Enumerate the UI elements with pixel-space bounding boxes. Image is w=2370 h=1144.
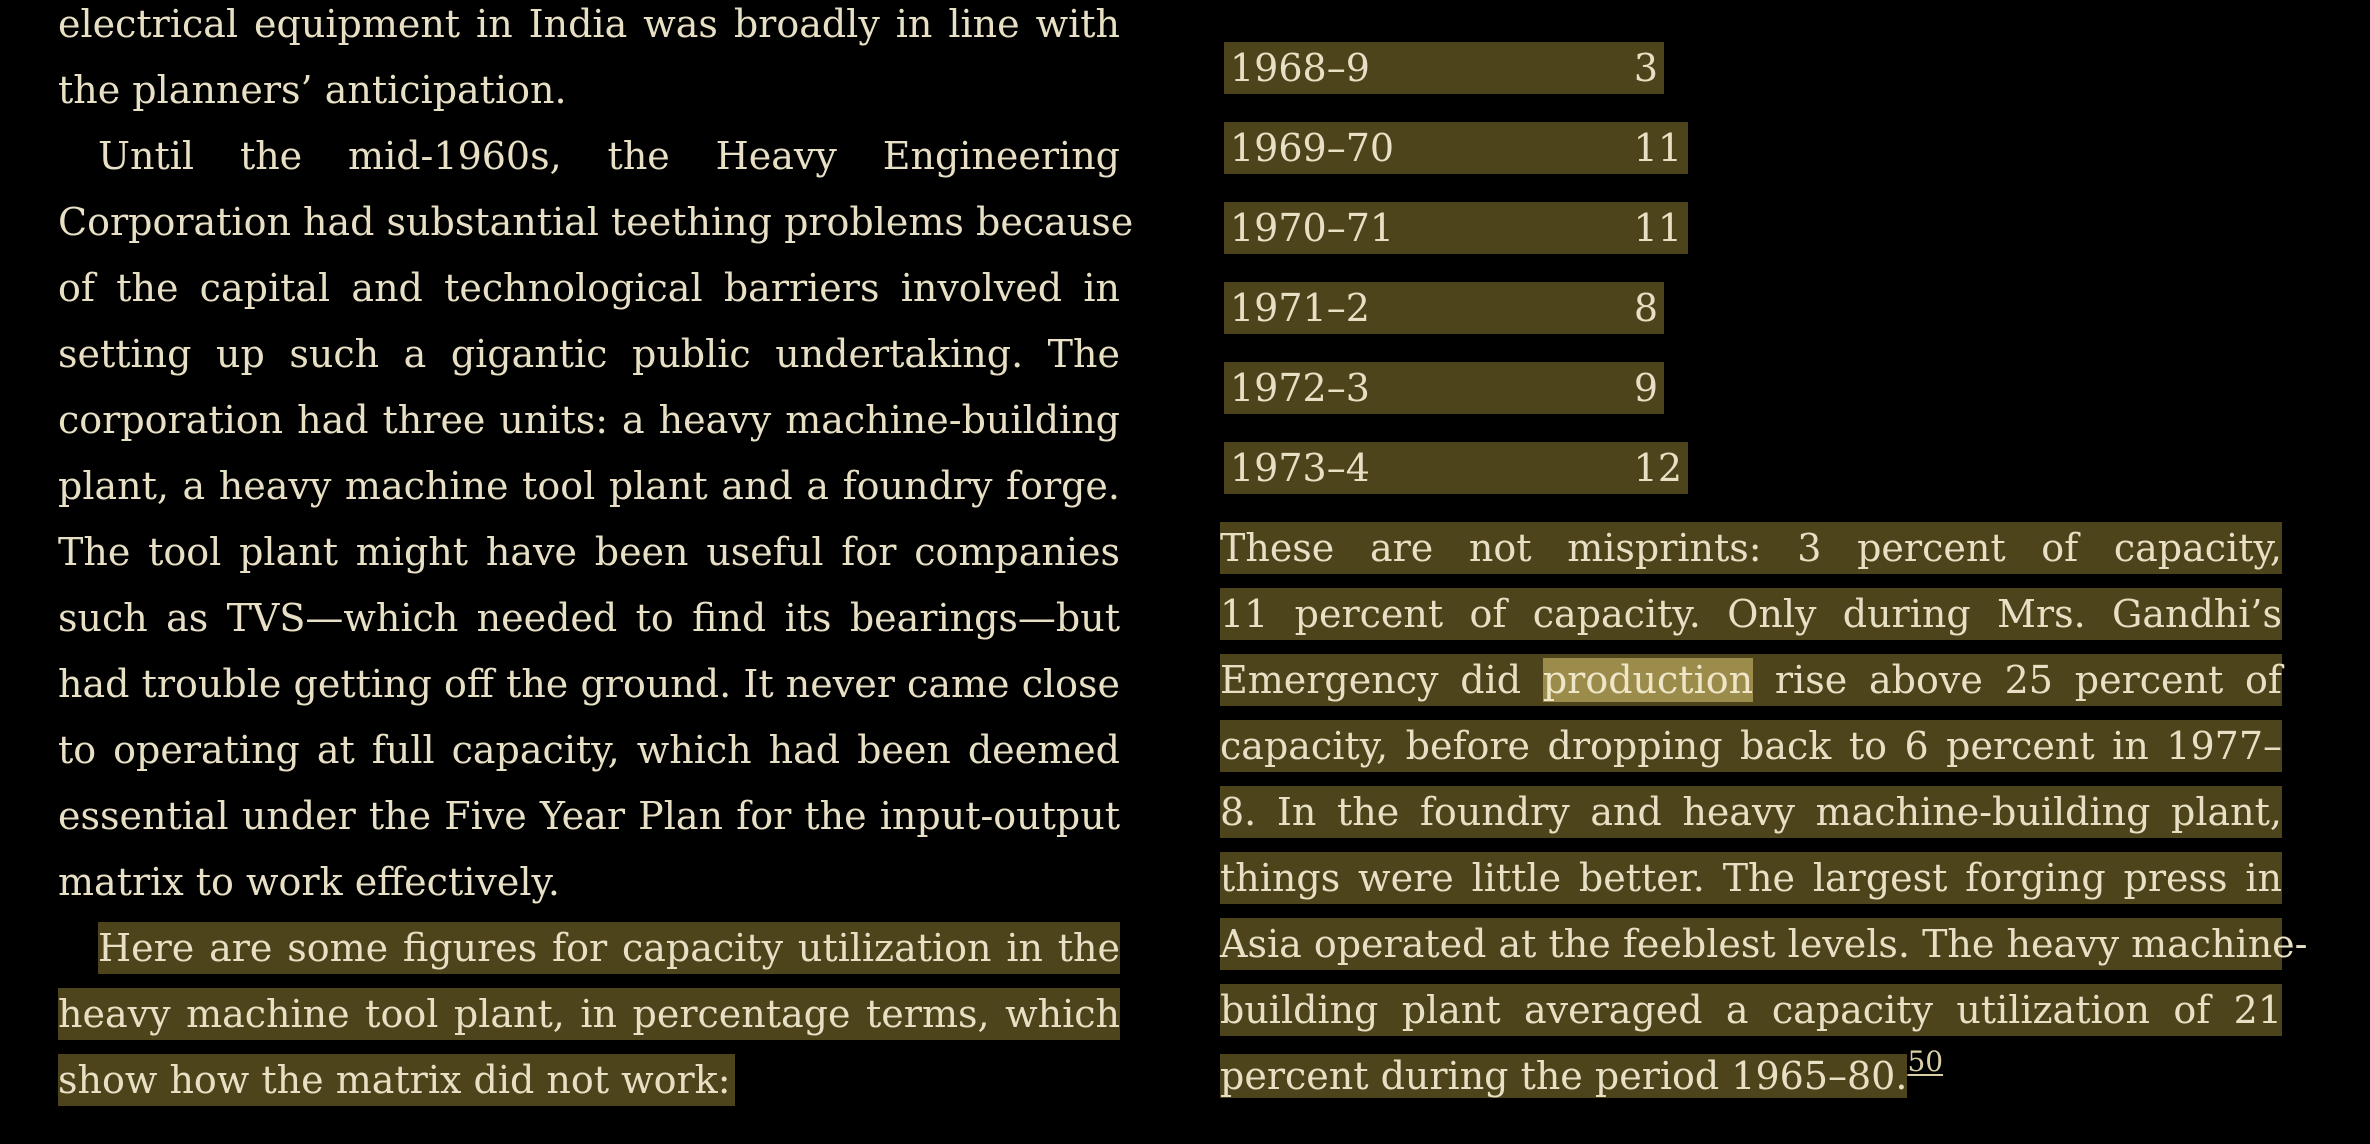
highlighted-line[interactable]: These are not misprints: 3 percent of ca… xyxy=(1220,522,2282,574)
paragraph-line: Corporation had substantial teething pro… xyxy=(58,200,1134,244)
selected-word[interactable]: production xyxy=(1542,658,1754,702)
table-row[interactable]: 1968–9 3 xyxy=(1224,42,1664,94)
table-row[interactable]: 1972–3 9 xyxy=(1224,362,1664,414)
paragraph-line: electrical equipment in India was broadl… xyxy=(58,2,1120,46)
paragraph-line: setting up such a gigantic public undert… xyxy=(58,332,1120,376)
paragraph-line: corporation had three units: a heavy mac… xyxy=(58,398,1120,442)
paragraph-line: The tool plant might have been useful fo… xyxy=(58,530,1120,574)
paragraph-line: matrix to work effectively. xyxy=(58,860,560,904)
paragraph-line: such as TVS—which needed to find its bea… xyxy=(58,596,1120,640)
value-cell: 11 xyxy=(1633,206,1682,250)
value-cell: 11 xyxy=(1633,126,1682,170)
table-row[interactable]: 1969–70 11 xyxy=(1224,122,1688,174)
line-text: rise above 25 percent of xyxy=(1753,658,2282,702)
value-cell: 8 xyxy=(1633,286,1658,330)
highlighted-line[interactable]: heavy machine tool plant, in percentage … xyxy=(58,988,1120,1040)
paragraph-line: to operating at full capacity, which had… xyxy=(58,728,1120,772)
value-cell: 3 xyxy=(1633,46,1658,90)
table-row[interactable]: 1973–4 12 xyxy=(1224,442,1688,494)
paragraph-line: plant, a heavy machine tool plant and a … xyxy=(58,464,1120,508)
table-row[interactable]: 1971–2 8 xyxy=(1224,282,1664,334)
value-cell: 12 xyxy=(1633,446,1682,490)
highlighted-line[interactable]: capacity, before dropping back to 6 perc… xyxy=(1220,720,2282,772)
highlighted-line[interactable]: Asia operated at the feeblest levels. Th… xyxy=(1220,918,2308,970)
paragraph-line: essential under the Five Year Plan for t… xyxy=(58,794,1120,838)
year-cell: 1971–2 xyxy=(1230,286,1370,330)
paragraph-line: had trouble getting off the ground. It n… xyxy=(58,662,1120,706)
value-cell: 9 xyxy=(1633,366,1658,410)
year-cell: 1968–9 xyxy=(1230,46,1370,90)
highlighted-line[interactable]: building plant averaged a capacity utili… xyxy=(1220,984,2282,1036)
paragraph-line: the planners’ anticipation. xyxy=(58,68,567,112)
paragraph-line: Until the mid-1960s, the Heavy Engineeri… xyxy=(98,134,1120,178)
highlighted-line[interactable]: 8. In the foundry and heavy machine-buil… xyxy=(1220,786,2282,838)
highlighted-line[interactable]: 11 percent of capacity. Only during Mrs.… xyxy=(1220,588,2282,640)
paragraph-line: of the capital and technological barrier… xyxy=(58,266,1120,310)
footnote-link[interactable]: 50 xyxy=(1907,1045,1944,1078)
highlighted-line[interactable]: Here are some figures for capacity utili… xyxy=(98,922,1120,974)
highlighted-line[interactable]: Emergency did production rise above 25 p… xyxy=(1220,654,2282,706)
year-cell: 1972–3 xyxy=(1230,366,1370,410)
year-cell: 1969–70 xyxy=(1230,126,1395,170)
highlighted-line[interactable]: things were little better. The largest f… xyxy=(1220,852,2282,904)
year-cell: 1973–4 xyxy=(1230,446,1370,490)
final-line[interactable]: percent during the period 1965–80.50 xyxy=(1220,1048,1943,1102)
year-cell: 1970–71 xyxy=(1230,206,1395,250)
highlighted-line[interactable]: show how the matrix did not work: xyxy=(58,1054,735,1106)
table-row[interactable]: 1970–71 11 xyxy=(1224,202,1688,254)
highlighted-text[interactable]: percent during the period 1965–80. xyxy=(1220,1054,1908,1098)
line-text: Emergency did xyxy=(1220,658,1543,702)
